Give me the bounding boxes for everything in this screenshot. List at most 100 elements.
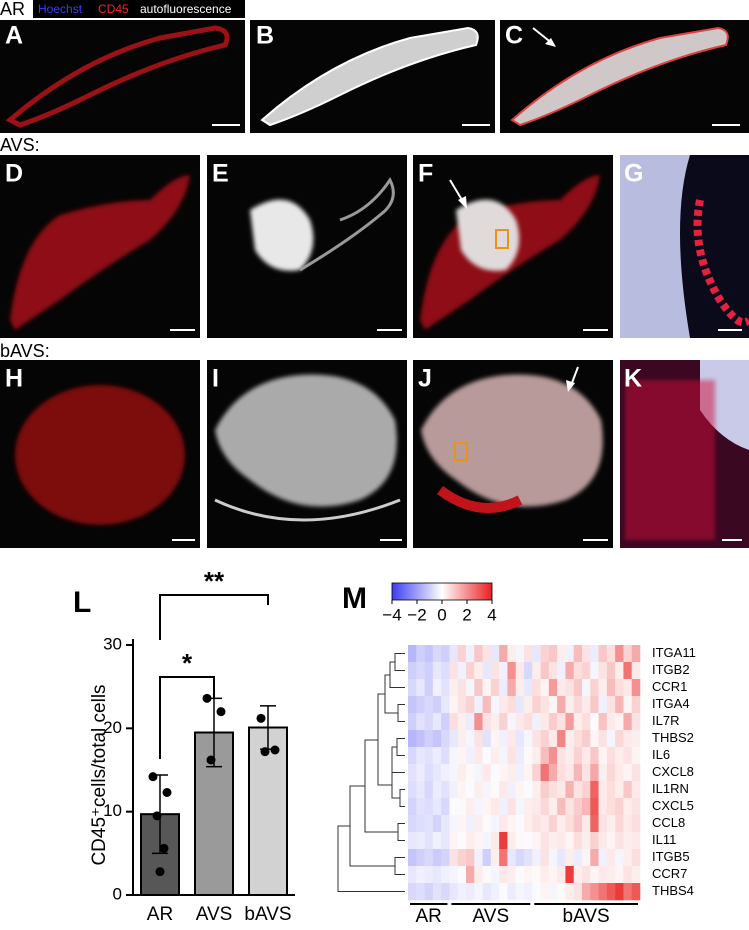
heatmap-cell: [432, 849, 442, 867]
heatmap-cell: [524, 798, 533, 816]
heatmap-cell: [416, 832, 425, 850]
heatmap-cell: [408, 832, 417, 850]
heatmap-cell: [532, 781, 541, 799]
heatmap-cell: [441, 730, 450, 748]
heatmap-cell: [490, 798, 500, 816]
heatmap-cell: [524, 866, 533, 884]
heatmap-cell: [424, 781, 434, 799]
heatmap-cell: [557, 815, 566, 833]
heatmap-cell: [474, 781, 483, 799]
x-tick-label: bAVS: [244, 904, 291, 925]
heatmap-cell: [466, 645, 475, 663]
heatmap-cell: [573, 645, 583, 663]
heatmap-cell: [490, 764, 500, 782]
group-label: AVS: [473, 906, 510, 925]
heatmap-cell: [408, 747, 417, 765]
heatmap-cell: [524, 747, 533, 765]
heatmap-cell: [582, 662, 591, 680]
heatmap-cell: [441, 849, 450, 867]
heatmap-cell: [598, 815, 608, 833]
heatmap-cell: [466, 832, 475, 850]
heatmap-cell: [573, 662, 583, 680]
panel-label: D: [5, 160, 23, 188]
heatmap-cell: [565, 764, 575, 782]
heatmap-cell: [532, 645, 541, 663]
heatmap-cell: [515, 798, 525, 816]
heatmap-cell: [507, 764, 517, 782]
heatmap-cell: [631, 730, 641, 748]
heatmap-cell: [565, 815, 575, 833]
heatmap-cell: [532, 730, 541, 748]
heatmap-cell: [474, 866, 483, 884]
heatmap-cell: [631, 764, 641, 782]
heatmap-cell: [540, 730, 550, 748]
heatmap-cell: [631, 696, 641, 714]
heatmap-cell: [466, 662, 475, 680]
heatmap-cell: [490, 679, 500, 697]
heatmap-cell: [482, 815, 492, 833]
heatmap-cell: [557, 679, 566, 697]
row-label: bAVS:: [0, 341, 50, 361]
heatmap-cell: [524, 883, 533, 901]
heatmap-cell: [557, 713, 566, 731]
row-label: ITGA11: [652, 645, 696, 660]
heatmap-cell: [482, 798, 492, 816]
heatmap-cell: [432, 645, 442, 663]
heatmap-cell: [408, 730, 417, 748]
heatmap-cell: [416, 866, 425, 884]
heatmap-cell: [499, 679, 508, 697]
heatmap-cell: [416, 645, 425, 663]
heatmap-cell: [482, 883, 492, 901]
heatmap-cell: [532, 679, 541, 697]
data-point: [162, 788, 172, 797]
micrograph: [413, 360, 613, 548]
heatmap-cell: [424, 764, 434, 782]
heatmap-cell: [466, 764, 475, 782]
heatmap-cell: [623, 781, 633, 799]
heatmap-cell: [449, 747, 459, 765]
heatmap-cell: [615, 832, 624, 850]
heatmap-cell: [416, 679, 425, 697]
micrograph: [620, 360, 749, 548]
heatmap-cell: [573, 781, 583, 799]
heatmap-cell: [490, 645, 500, 663]
heatmap-cell: [598, 645, 608, 663]
data-point: [159, 843, 169, 853]
heatmap-cell: [606, 662, 616, 680]
heatmap-cell: [457, 883, 467, 901]
heatmap-cell: [598, 764, 608, 782]
heatmap-cell: [449, 645, 459, 663]
heatmap-cell: [441, 781, 450, 799]
heatmap-cell: [565, 798, 575, 816]
heatmap-cell: [623, 849, 633, 867]
heatmap-cell: [590, 815, 599, 833]
heatmap-cell: [606, 679, 616, 697]
heatmap-cell: [474, 662, 483, 680]
heatmap-cell: [424, 730, 434, 748]
row-label: IL6: [652, 747, 670, 762]
heatmap-cell: [540, 764, 550, 782]
heatmap-cell: [416, 730, 425, 748]
x-tick-label: AVS: [196, 904, 233, 925]
heatmap-cell: [582, 866, 591, 884]
heatmap-cell: [532, 849, 541, 867]
heatmap-cell: [598, 798, 608, 816]
heatmap-cell: [482, 747, 492, 765]
heatmap-cell: [573, 696, 583, 714]
heatmap-cell: [548, 645, 558, 663]
x-tick-label: AR: [147, 904, 173, 925]
heatmap-cell: [408, 883, 417, 901]
heatmap-cell: [524, 645, 533, 663]
heatmap-cell: [499, 747, 508, 765]
heatmap-cell: [408, 713, 417, 731]
panel-label: K: [624, 365, 642, 393]
legend-item: autofluorescence: [140, 2, 232, 16]
heatmap-cell: [474, 730, 483, 748]
heatmap-cell: [598, 883, 608, 901]
heatmap-cell: [408, 645, 417, 663]
heatmap-cell: [557, 645, 566, 663]
heatmap-cell: [631, 815, 641, 833]
row-label: THBS4: [652, 883, 694, 898]
heatmap-cell: [432, 747, 442, 765]
heatmap-cell: [441, 645, 450, 663]
